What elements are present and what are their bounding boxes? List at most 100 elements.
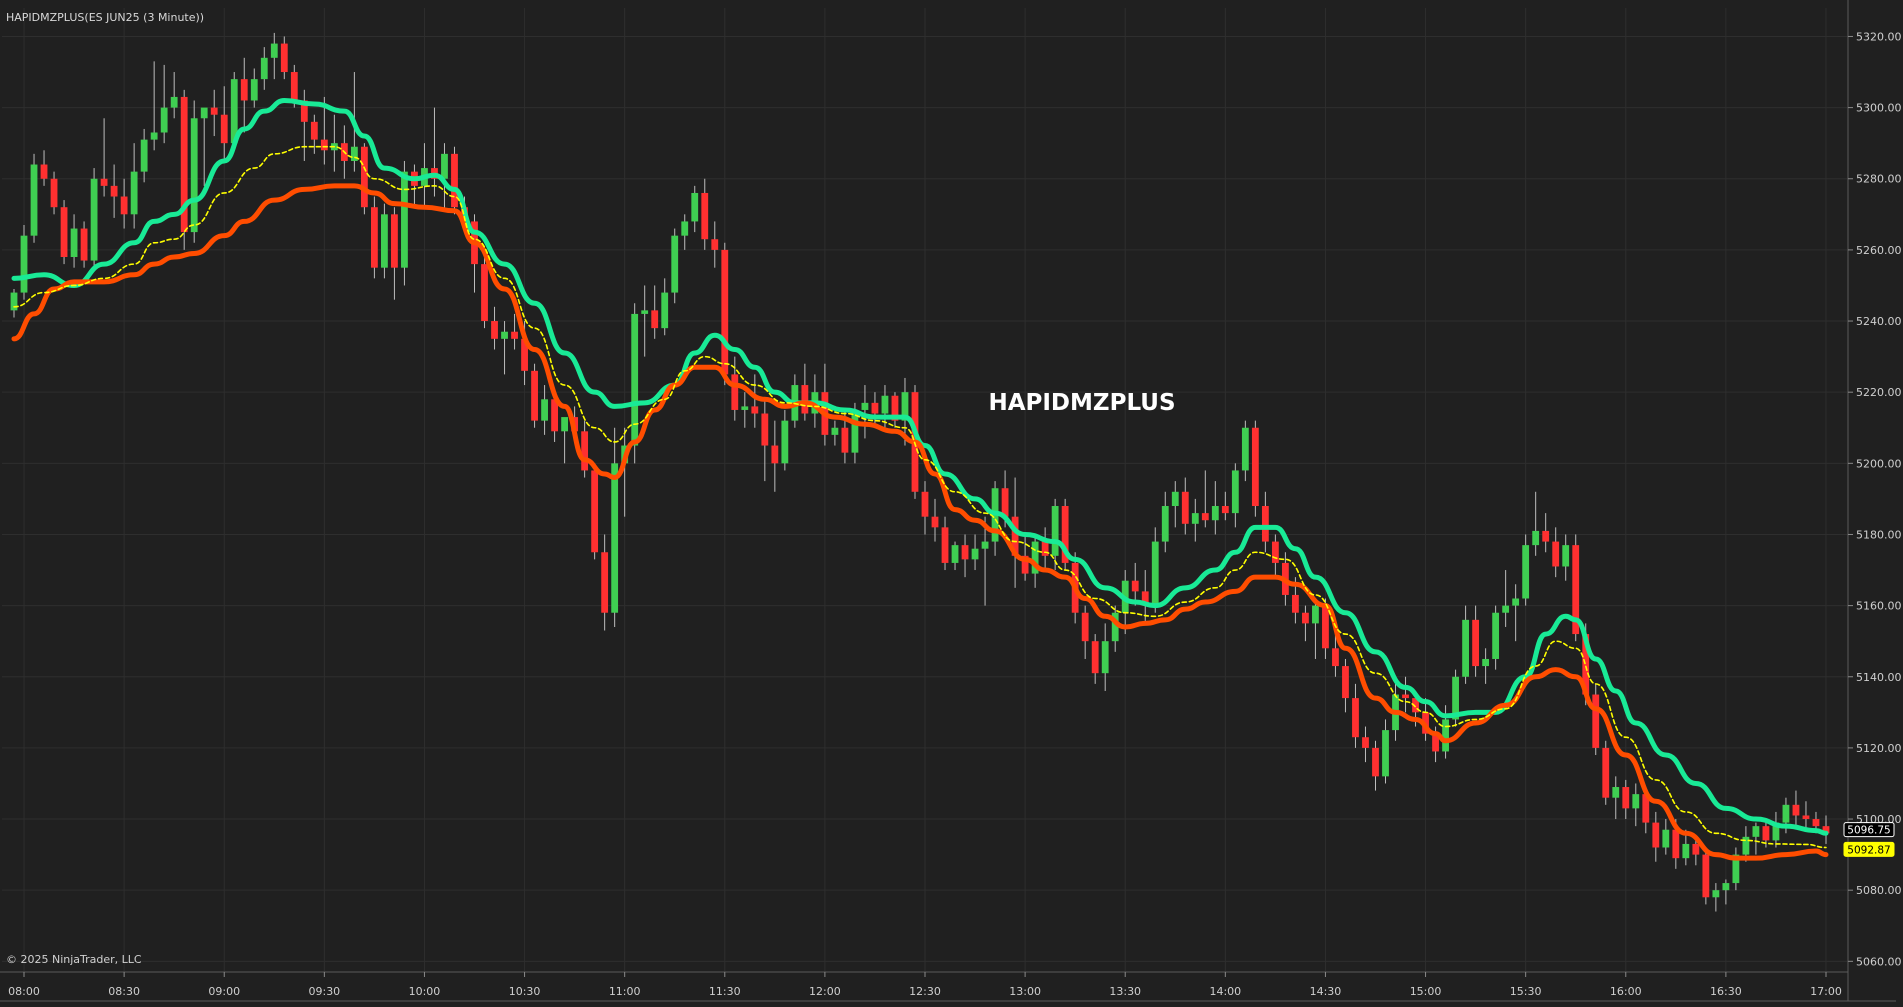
- candle: [1522, 534, 1530, 606]
- candle: [701, 178, 709, 250]
- candle: [1732, 847, 1740, 891]
- x-tick-label: 13:00: [1009, 985, 1041, 998]
- candle-body-bear: [40, 164, 48, 179]
- candle-body-bear: [1011, 516, 1019, 556]
- candle: [1572, 534, 1580, 642]
- candle: [40, 150, 48, 186]
- candle: [1261, 491, 1269, 553]
- candle-body-bull: [1512, 598, 1520, 606]
- candle: [1342, 658, 1349, 713]
- candle-body-bear: [220, 114, 228, 144]
- candle-body-bull: [1502, 605, 1510, 613]
- candle-body-bear: [921, 491, 929, 517]
- candle-body-bull: [70, 228, 78, 258]
- candle: [240, 57, 248, 133]
- candle-body-bear: [531, 370, 538, 421]
- candle-body-bear: [1091, 641, 1099, 674]
- candle-body-bull: [1161, 506, 1169, 542]
- candle-body-bear: [841, 427, 849, 453]
- x-tick-label: 10:30: [509, 985, 541, 998]
- candle: [741, 392, 749, 428]
- candle: [1452, 669, 1459, 727]
- candle: [681, 214, 689, 250]
- candle-body-bull: [1231, 470, 1239, 514]
- candle-body-bear: [1602, 747, 1610, 798]
- candle-body-bull: [671, 235, 679, 293]
- candle-body-bear: [120, 196, 128, 215]
- candle: [1302, 605, 1309, 642]
- candle-body-bear: [941, 527, 949, 563]
- candle-body-bull: [150, 132, 158, 140]
- candle-body-bull: [681, 221, 689, 236]
- price-badge-box: [1843, 841, 1895, 857]
- x-tick-label: 12:30: [909, 985, 941, 998]
- copyright-label: © 2025 NinjaTrader, LLC: [6, 953, 142, 966]
- candle-body-bear: [1802, 815, 1810, 820]
- candle-body-bear: [60, 207, 68, 258]
- candle-body-bull: [260, 57, 268, 80]
- candle-body-bear: [1542, 530, 1550, 542]
- candle-body-bull: [401, 171, 408, 268]
- candle-body-bull: [1482, 658, 1490, 667]
- price-badge-box: [1843, 822, 1895, 838]
- candle-body-bear: [591, 470, 599, 553]
- y-tick-label: 5180.00: [1856, 528, 1902, 541]
- candle: [1051, 498, 1059, 571]
- candle-body-bull: [160, 107, 168, 133]
- candle-body-bear: [280, 43, 288, 73]
- candle: [70, 214, 78, 268]
- candle-body-bull: [350, 146, 358, 161]
- candle-body-bull: [1031, 541, 1039, 574]
- candle: [661, 278, 669, 336]
- candle: [1221, 491, 1229, 521]
- candle-body-bear: [701, 192, 709, 240]
- candle: [1632, 783, 1640, 827]
- candle-body-bear: [1342, 666, 1349, 699]
- candle: [711, 221, 719, 268]
- candle-body-bull: [1682, 843, 1690, 859]
- candle: [1091, 634, 1099, 684]
- candle-body-bull: [1211, 506, 1219, 521]
- candle: [170, 72, 178, 119]
- candle-body-bull: [1612, 787, 1620, 798]
- candle: [1101, 623, 1109, 691]
- candle-body-bear: [1592, 694, 1600, 748]
- candle: [1161, 491, 1169, 553]
- candle-body-bull: [1111, 612, 1119, 642]
- candle-body-bull: [611, 463, 619, 613]
- candle-body-bear: [1332, 648, 1339, 667]
- y-tick-label: 5300.00: [1856, 102, 1902, 115]
- candle: [200, 107, 208, 186]
- candle-body-bear: [1061, 506, 1069, 563]
- candle-body-bear: [1261, 506, 1269, 542]
- candle-body-bear: [961, 545, 969, 560]
- candle: [941, 516, 949, 571]
- candle: [931, 498, 939, 542]
- candle: [1622, 779, 1630, 820]
- candle-body-bear: [1081, 612, 1089, 642]
- candle: [511, 313, 518, 350]
- grid-layer: [2, 8, 1848, 972]
- candle-body-bull: [1452, 676, 1459, 720]
- candle: [1792, 790, 1800, 827]
- candle-body-bull: [1722, 883, 1730, 891]
- candle-body-bull: [140, 139, 148, 172]
- candle-body-bull: [10, 292, 18, 311]
- x-tick-label: 15:30: [1510, 985, 1542, 998]
- y-tick-label: 5320.00: [1856, 30, 1902, 43]
- y-tick-label: 5240.00: [1856, 315, 1902, 328]
- candle-body-bear: [1672, 829, 1680, 859]
- candle-body-bear: [451, 153, 458, 208]
- candle-body-bear: [1762, 826, 1770, 841]
- candle: [1402, 676, 1409, 713]
- x-tick-label: 11:00: [609, 985, 641, 998]
- candle: [1722, 879, 1730, 905]
- candle: [1362, 726, 1369, 763]
- x-tick-label: 16:00: [1610, 985, 1642, 998]
- candle: [541, 385, 548, 435]
- candle: [1802, 801, 1810, 830]
- x-tick-label: 09:30: [308, 985, 340, 998]
- candle-body-bear: [1642, 794, 1650, 823]
- candle: [1532, 491, 1540, 556]
